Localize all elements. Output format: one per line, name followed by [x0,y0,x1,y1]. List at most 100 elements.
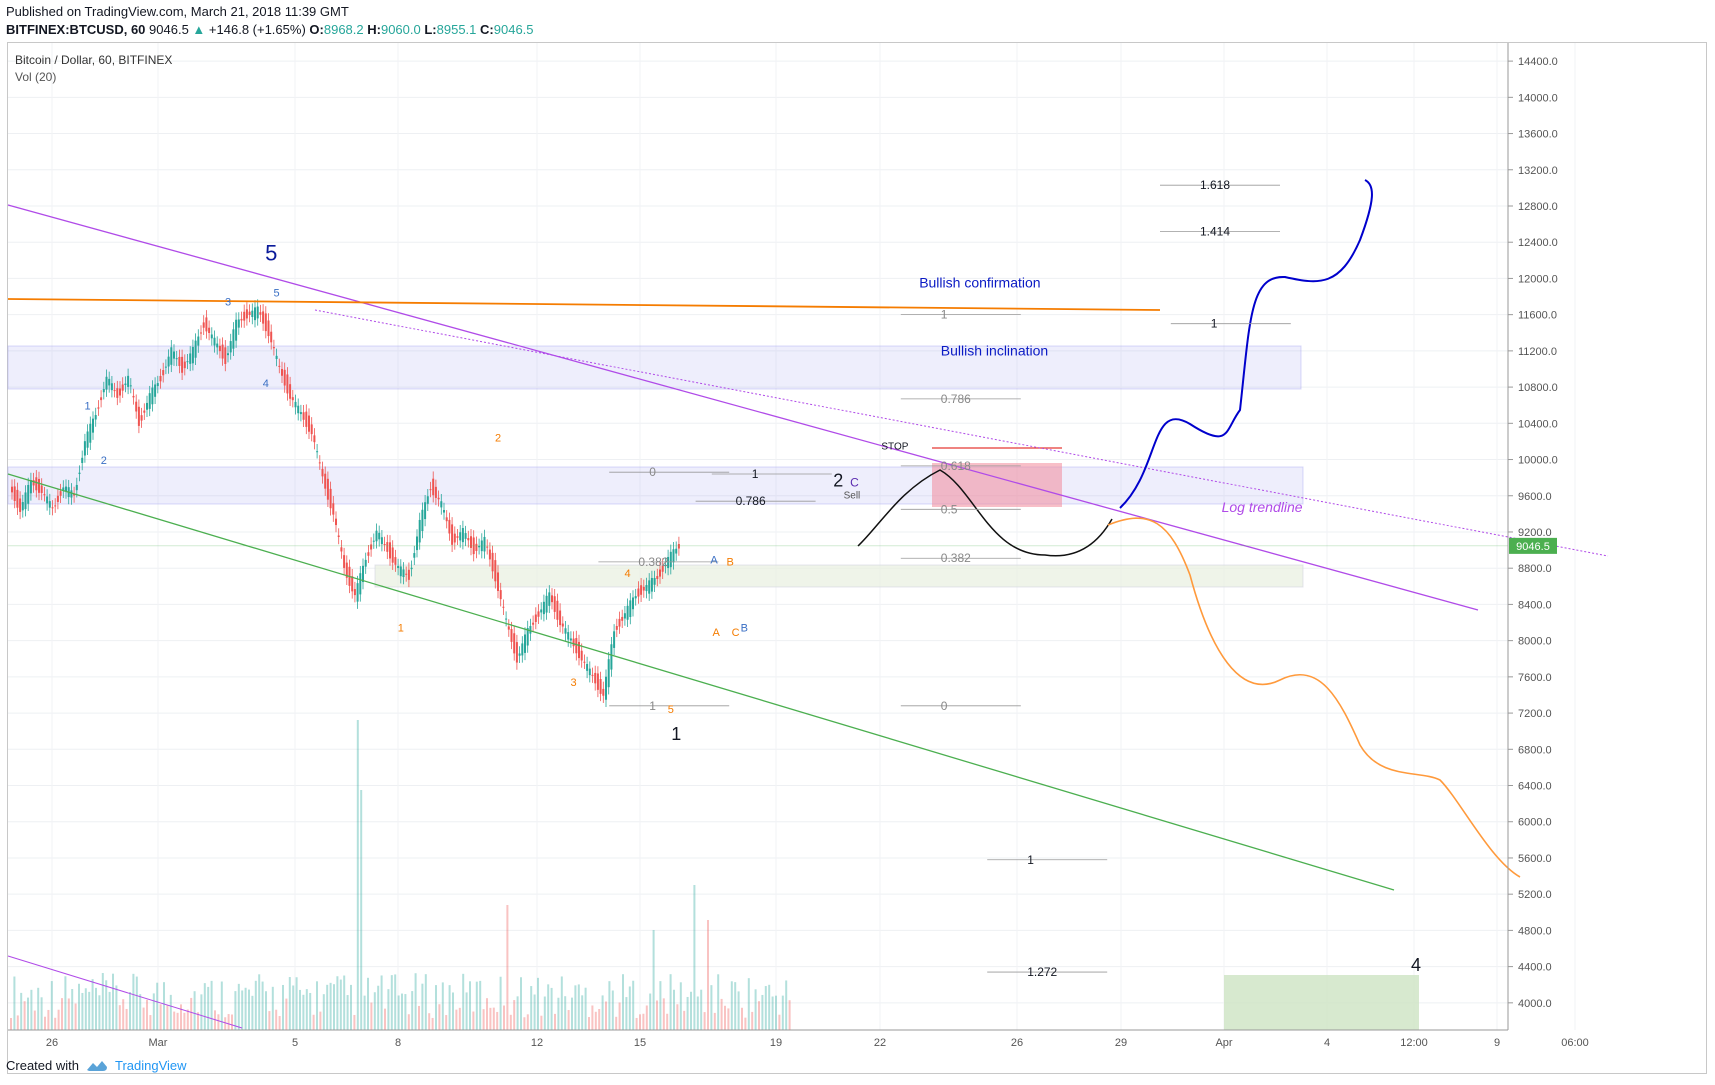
tradingview-link[interactable]: TradingView [114,1058,187,1073]
volume-bar [237,983,240,1030]
candle-body [286,374,289,394]
candle-body [659,569,661,577]
volume-bar [27,997,29,1030]
price-tick-label: 5600.0 [1518,853,1552,865]
price-tick-label: 10800.0 [1518,382,1558,394]
candle-body [413,553,416,558]
candle-body [89,423,92,443]
time-tick-label: 22 [874,1037,886,1049]
candle-body [359,573,362,595]
close-value: 9046.5 [493,22,534,37]
volume-bar [336,976,339,1030]
candle-body [237,319,240,328]
candle-body [65,486,67,492]
volume-bar [54,1017,57,1030]
volume-bar [282,984,284,1030]
fib-level-label: 1 [1027,853,1034,867]
candle-body [13,486,16,501]
volume-bar [673,989,675,1030]
candle-body [416,536,418,551]
candle-body [121,384,124,391]
candle-body [632,597,634,610]
volume-bar [176,1012,179,1030]
chart-frame[interactable] [7,42,1707,1074]
candle-body [402,569,405,578]
candle-body [491,552,494,572]
candle-body [92,418,94,433]
volume-bar [384,1008,386,1030]
price-tick-label: 12400.0 [1518,237,1558,249]
candle-body [46,496,49,504]
candle-body [281,368,283,376]
volume-bar [591,1005,594,1030]
candle-body [116,388,119,398]
candle-body [21,502,24,511]
volume-bar [632,980,635,1030]
fib-level-label: 0.382 [638,555,668,569]
volume-bar [628,986,631,1030]
price-tick-label: 8000.0 [1518,636,1552,648]
price-tick-label: 4800.0 [1518,925,1552,937]
candle-body [607,659,610,688]
candle-body [362,565,364,583]
wave-label: 2 [101,455,107,467]
candle-body [108,378,111,386]
time-tick-label: 26 [1011,1037,1023,1049]
candle-body [299,412,302,415]
volume-bar [81,992,84,1030]
grid [8,43,1576,1030]
price-tick-label: 6000.0 [1518,817,1552,829]
candle-body [545,595,548,613]
volume-bar [734,982,737,1030]
candle-body [434,486,437,498]
candle-body [410,567,413,570]
candle-body [453,533,456,543]
volume-bar [686,996,689,1030]
candle-body [340,547,343,552]
candle-body [270,331,273,343]
candle-body [321,468,324,477]
candle-body [588,668,591,676]
candle-body [302,412,305,420]
volume-bar [322,994,325,1030]
candle-body [397,566,400,569]
candle-body [110,383,113,391]
volume-bar [764,986,767,1030]
candle-body [537,611,540,617]
volume-bar [720,998,723,1030]
wave-label: B [741,623,748,635]
candle-body [332,503,335,515]
volume-bar [679,982,682,1030]
sell-box [932,463,1062,507]
candle-body [648,580,651,594]
candle-body [432,478,435,496]
candle-body [113,390,116,392]
volume-bar [448,985,451,1030]
volume-bar [407,1014,410,1030]
volume-bar [67,998,70,1030]
volume-bar [564,996,567,1030]
volume-bar [254,980,257,1030]
candle-body [464,533,467,539]
price-tick-label: 8800.0 [1518,563,1552,575]
fib-level-label: 1.272 [1027,965,1057,979]
candle-body [475,543,478,551]
volume-bar [441,982,444,1030]
chart-annotation: Bullish confirmation [919,274,1040,290]
volume-bar [506,905,509,1030]
candle-body [675,548,678,554]
volume-bar [707,920,709,1030]
candle-body [486,546,489,548]
candle-body [16,489,19,508]
candle-body [264,313,267,332]
price-tick-label: 8400.0 [1518,599,1552,611]
candle-body [97,407,100,409]
volume-bar [693,885,696,1030]
candle-body [351,576,354,592]
volume-bar [142,1007,145,1030]
volume-bar [183,1012,186,1030]
candle-body [140,415,143,421]
candle-body [629,600,632,618]
support-zone-upper [7,466,1304,505]
